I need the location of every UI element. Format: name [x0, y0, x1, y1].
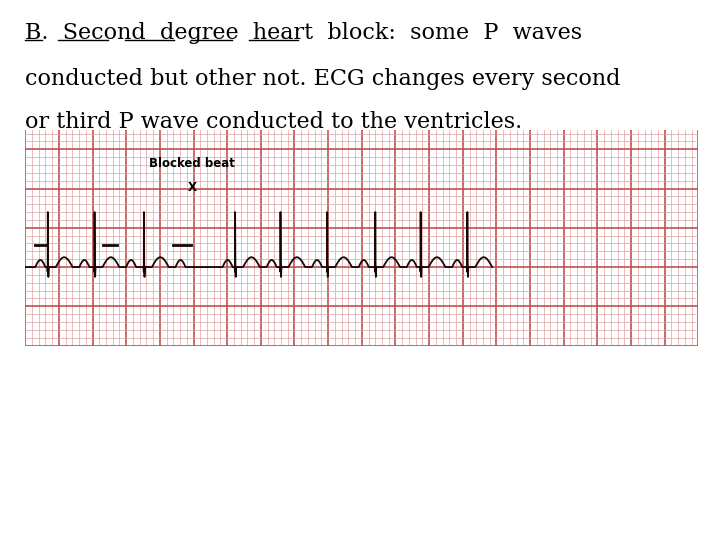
Text: Blocked beat: Blocked beat: [149, 157, 235, 170]
Text: or third P wave conducted to the ventricles.: or third P wave conducted to the ventric…: [25, 111, 523, 133]
Text: conducted but other not. ECG changes every second: conducted but other not. ECG changes eve…: [25, 68, 621, 90]
Text: X: X: [188, 181, 197, 194]
Text: B.  Second  degree  heart  block:  some  P  waves: B. Second degree heart block: some P wav…: [25, 22, 582, 44]
